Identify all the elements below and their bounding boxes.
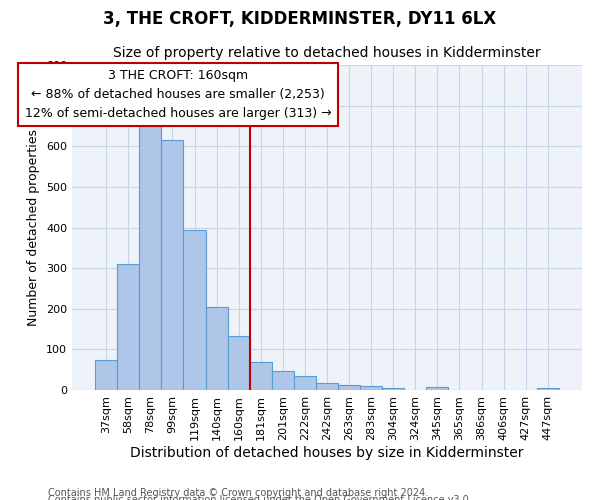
Bar [272,372,294,390]
Bar [382,388,404,390]
Text: 3 THE CROFT: 160sqm
← 88% of detached houses are smaller (2,253)
12% of semi-det: 3 THE CROFT: 160sqm ← 88% of detached ho… [25,69,331,120]
Bar [250,362,272,390]
Bar [206,306,227,390]
Text: Contains HM Land Registry data © Crown copyright and database right 2024.: Contains HM Land Registry data © Crown c… [48,488,428,498]
Bar [427,387,448,390]
Bar [184,230,206,390]
Y-axis label: Number of detached properties: Number of detached properties [28,129,40,326]
X-axis label: Distribution of detached houses by size in Kidderminster: Distribution of detached houses by size … [130,446,524,460]
Title: Size of property relative to detached houses in Kidderminster: Size of property relative to detached ho… [113,46,541,60]
Bar [139,120,161,390]
Text: Contains public sector information licensed under the Open Government Licence v3: Contains public sector information licen… [48,495,472,500]
Bar [117,264,139,390]
Text: 3, THE CROFT, KIDDERMINSTER, DY11 6LX: 3, THE CROFT, KIDDERMINSTER, DY11 6LX [103,10,497,28]
Bar [360,386,382,390]
Bar [537,388,559,390]
Bar [161,140,184,390]
Bar [95,360,117,390]
Bar [294,376,316,390]
Bar [316,382,338,390]
Bar [227,336,250,390]
Bar [338,385,360,390]
